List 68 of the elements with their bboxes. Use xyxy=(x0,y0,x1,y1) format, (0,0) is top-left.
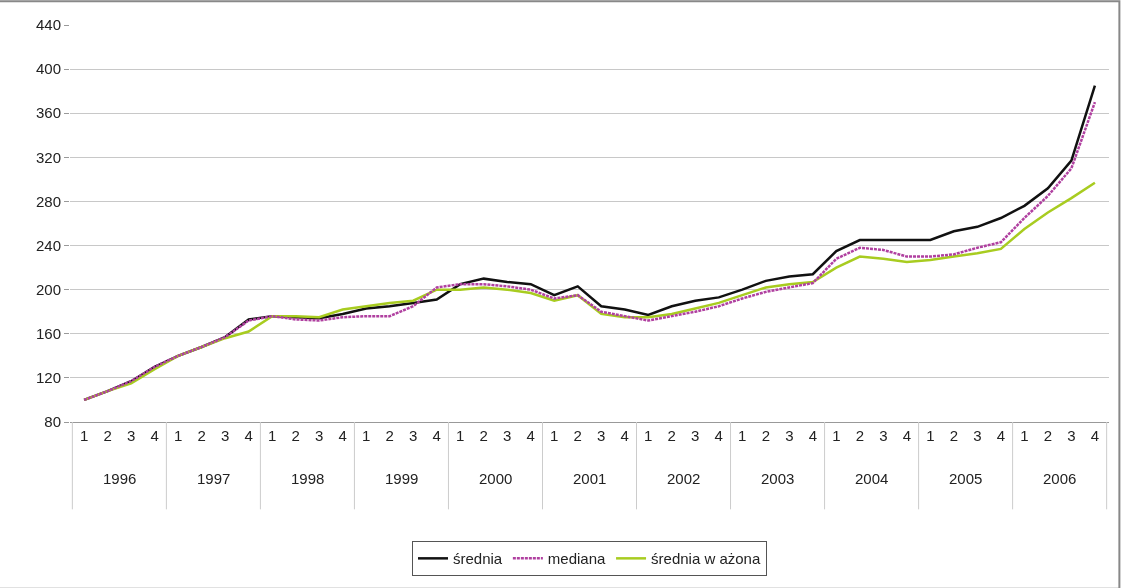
x-tick-label: 2 xyxy=(197,427,206,444)
x-tick-label: 4 xyxy=(244,427,253,444)
y-tick-label: 360 xyxy=(35,104,61,122)
x-tick-label: 4 xyxy=(620,427,629,444)
x-tick-label: 3 xyxy=(879,427,888,444)
x-tick-label: 1 xyxy=(267,427,277,444)
x-tick-label: 1 xyxy=(550,427,559,444)
y-tick-label: 440 xyxy=(35,16,61,34)
x-tick-label: 4 xyxy=(432,427,441,444)
x-tick-label: 2 xyxy=(667,427,676,444)
x-tick-label: 3 xyxy=(315,427,324,444)
y-tick-label: 320 xyxy=(35,148,61,166)
x-tick-label: 3 xyxy=(973,427,982,444)
y-tick-label: 160 xyxy=(35,325,61,343)
x-tick-label: 2 xyxy=(291,427,300,444)
x-tick-label: 1 xyxy=(926,427,935,444)
text: 1998 xyxy=(291,470,325,487)
x-tick-label: 1 xyxy=(738,427,747,444)
x-tick-label: 1 xyxy=(79,427,89,444)
x-tick-label: 1 xyxy=(362,427,371,444)
text: 2006 xyxy=(1043,470,1077,487)
legend-label: średnia xyxy=(453,550,503,568)
x-tick-label: 4 xyxy=(714,427,723,444)
legend-label: mediana xyxy=(547,550,607,568)
y-tick-label: 280 xyxy=(35,192,61,210)
x-tick-label: 3 xyxy=(691,427,700,444)
x-tick-label: 2 xyxy=(761,427,770,444)
x-tick-label: 2 xyxy=(949,427,959,444)
x-tick-label: 3 xyxy=(503,427,512,444)
x-tick-label: 3 xyxy=(220,427,230,444)
x-tick-label: 3 xyxy=(785,427,794,444)
text: 2004 xyxy=(855,470,889,487)
x-tick-label: 1 xyxy=(832,427,841,444)
x-tick-label: 2 xyxy=(385,427,394,444)
text: 2002 xyxy=(667,470,701,487)
x-tick-label: 3 xyxy=(126,427,136,444)
x-tick-label: 2 xyxy=(479,427,488,444)
x-tick-label: 2 xyxy=(103,427,112,444)
x-tick-label: 3 xyxy=(409,427,418,444)
x-tick-label: 4 xyxy=(996,427,1006,444)
x-tick-label: 3 xyxy=(597,427,606,444)
x-tick-label: 4 xyxy=(150,427,159,444)
x-tick-label: 1 xyxy=(644,427,653,444)
x-tick-label: 2 xyxy=(573,427,582,444)
text: 2003 xyxy=(761,470,795,487)
text: 1997 xyxy=(197,470,231,487)
x-tick-label: 4 xyxy=(338,427,347,444)
text: 1996 xyxy=(103,470,137,487)
x-tick-label: 4 xyxy=(808,427,817,444)
x-tick-label: 4 xyxy=(1090,427,1100,444)
text: 2000 xyxy=(479,470,513,487)
y-tick-label: 240 xyxy=(35,236,61,254)
y-tick-label: 200 xyxy=(35,280,61,298)
y-tick-label: 400 xyxy=(35,60,61,78)
x-tick-label: 4 xyxy=(526,427,535,444)
x-tick-label: 4 xyxy=(902,427,912,444)
x-tick-label: 1 xyxy=(173,427,183,444)
x-tick-label: 2 xyxy=(1043,427,1053,444)
x-tick-label: 2 xyxy=(855,427,864,444)
text: 2001 xyxy=(573,470,607,487)
x-tick-label: 1 xyxy=(1020,427,1029,444)
y-tick-label: 120 xyxy=(35,369,61,387)
x-tick-label: 3 xyxy=(1067,427,1076,444)
text: 2005 xyxy=(949,470,983,487)
x-tick-label: 1 xyxy=(456,427,465,444)
y-tick-label: 80 xyxy=(44,413,61,431)
legend-label: średnia w ażona xyxy=(651,550,761,568)
text: 1999 xyxy=(385,470,419,487)
